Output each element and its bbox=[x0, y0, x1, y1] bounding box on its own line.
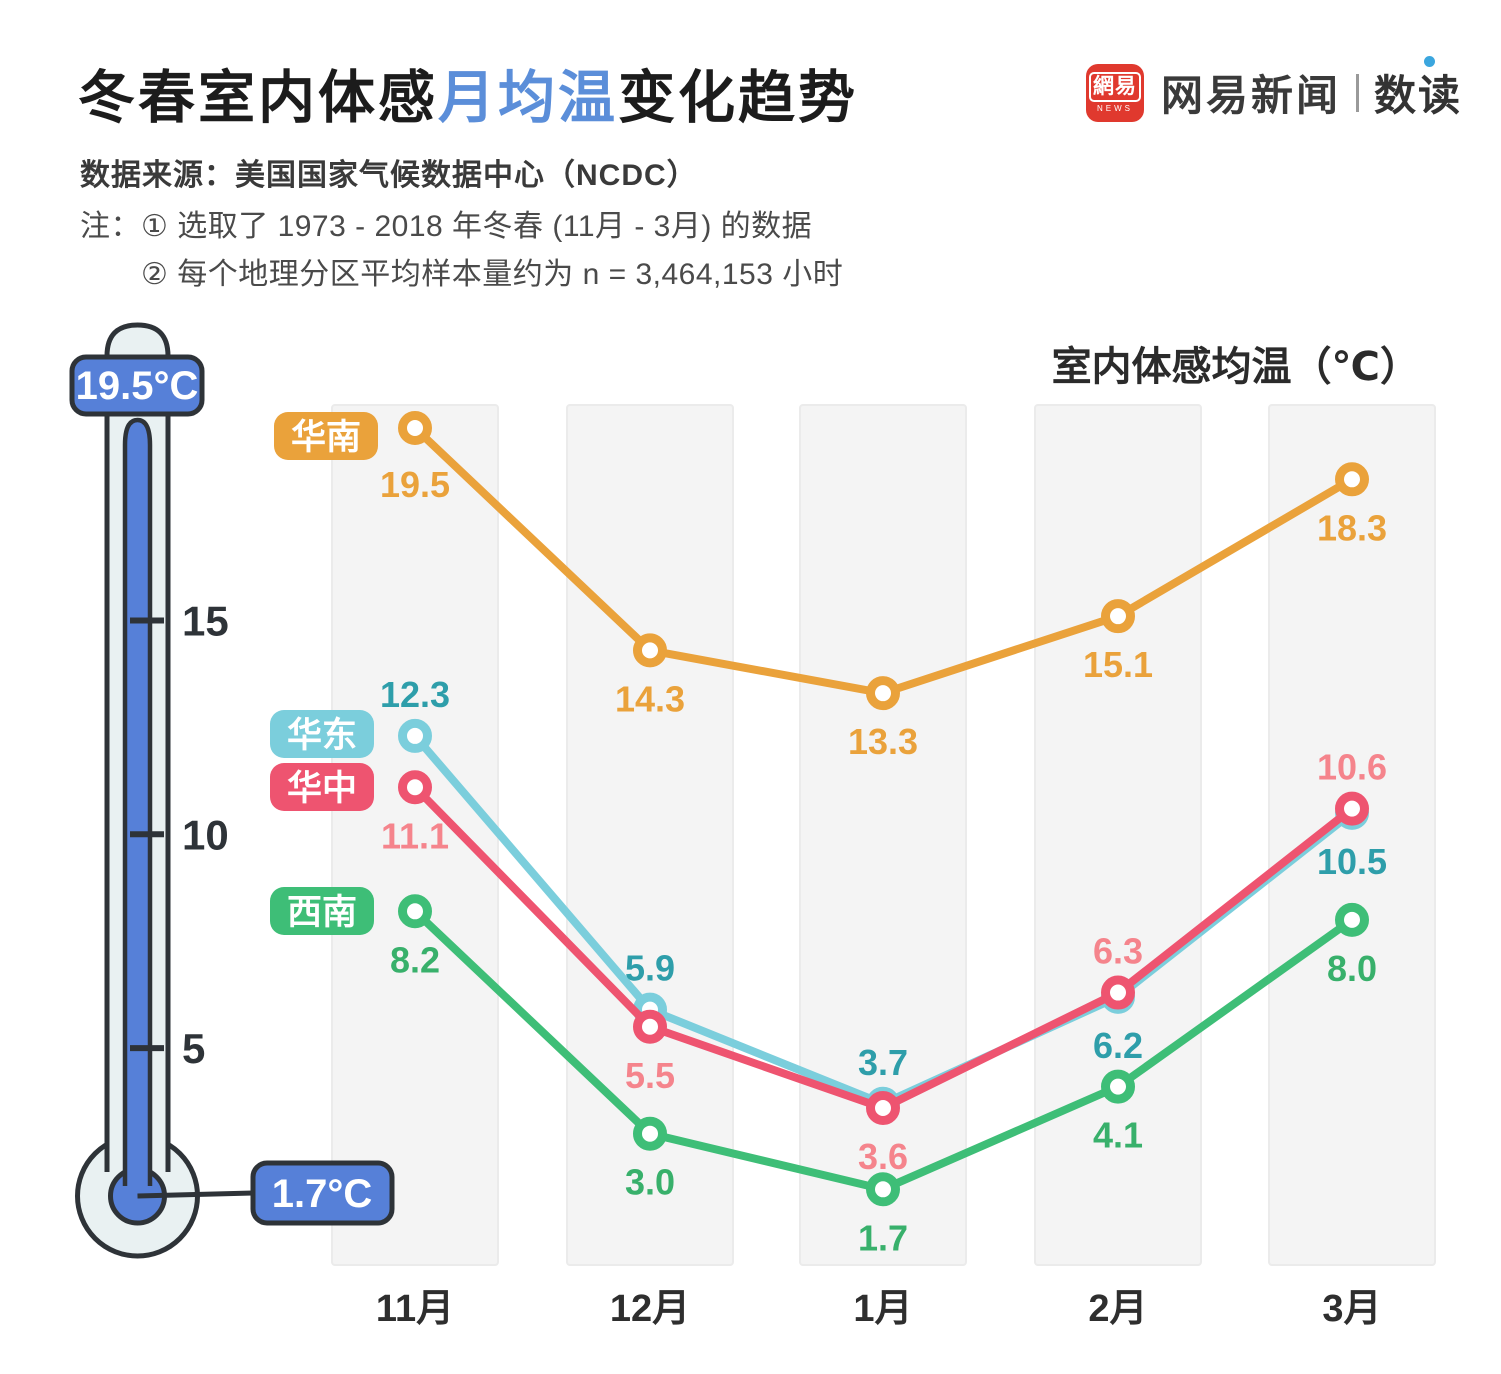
legend-badge bbox=[270, 887, 374, 935]
title-part-1: 冬春室内体感 bbox=[78, 66, 438, 130]
month-band bbox=[566, 404, 734, 1266]
value-label: 1.7 bbox=[858, 1217, 908, 1258]
data-point bbox=[1101, 599, 1135, 634]
data-point bbox=[1335, 462, 1369, 497]
data-point bbox=[398, 410, 432, 445]
value-label: 18.3 bbox=[1317, 507, 1387, 548]
legend-badge-label: 华东 bbox=[287, 716, 357, 755]
note-line-1: ① 选取了 1973 - 2018 年冬春 (11月 - 3月) 的数据 bbox=[141, 210, 813, 243]
month-band bbox=[1268, 404, 1436, 1266]
data-point bbox=[1335, 791, 1369, 826]
data-point bbox=[633, 1009, 667, 1044]
value-label: 8.0 bbox=[1327, 948, 1377, 989]
notes-lines: ① 选取了 1973 - 2018 年冬春 (11月 - 3月) 的数据 ② 每… bbox=[141, 203, 843, 299]
x-axis-label: 3月 bbox=[1322, 1288, 1381, 1330]
data-point bbox=[866, 1091, 900, 1126]
legend-badge-label: 华中 bbox=[287, 769, 357, 808]
page-title: 冬春室内体感月均温变化趋势 bbox=[78, 52, 858, 134]
value-label: 12.3 bbox=[380, 674, 450, 715]
x-axis-label: 12月 bbox=[610, 1288, 690, 1330]
legend-badge-label: 西南 bbox=[287, 893, 357, 932]
thermometer-tick-label: 15 bbox=[182, 597, 229, 644]
month-band bbox=[1034, 404, 1202, 1266]
value-label: 6.3 bbox=[1093, 931, 1143, 972]
legend-badge bbox=[274, 412, 378, 460]
logo-section-text: 数读 bbox=[1374, 72, 1463, 119]
logo-divider bbox=[1356, 73, 1360, 112]
thermometer-mercury-column bbox=[122, 417, 153, 1186]
legend-badge-label: 华南 bbox=[291, 418, 361, 457]
legend-badge bbox=[270, 763, 374, 811]
data-point bbox=[633, 633, 667, 668]
data-point bbox=[1101, 975, 1135, 1010]
x-axis-label: 11月 bbox=[376, 1288, 454, 1330]
value-label: 3.0 bbox=[625, 1162, 675, 1203]
legend-badge bbox=[270, 710, 374, 758]
value-label: 6.2 bbox=[1093, 1025, 1143, 1066]
note-line-2: ② 每个地理分区平均样本量约为 n = 3,464,153 小时 bbox=[141, 258, 844, 291]
chart-canvas: 15 10 5 19.5°C 1.7°C 室内体感均温（℃） 12.3 5.9 3.7 6.2 10… bbox=[69, 322, 1436, 1330]
thermometer-max-label-box bbox=[69, 354, 205, 417]
thermometer-tick-label: 10 bbox=[182, 811, 229, 858]
netease-logo: 網易 NEWS 网易新闻 数读 bbox=[1086, 56, 1463, 123]
value-label: 3.7 bbox=[858, 1042, 908, 1083]
x-axis-label: 1月 bbox=[853, 1288, 912, 1330]
value-label: 5.5 bbox=[625, 1055, 675, 1096]
value-label: 15.1 bbox=[1083, 644, 1153, 685]
notes-prefix: 注： bbox=[80, 210, 141, 243]
month-band bbox=[799, 404, 967, 1266]
value-label: 5.9 bbox=[625, 948, 675, 989]
thermometer-min-callout-line bbox=[137, 1190, 254, 1199]
data-point bbox=[633, 1116, 667, 1151]
thermometer-tick-label: 5 bbox=[182, 1025, 205, 1072]
netease-app-icon: 網易 NEWS bbox=[1086, 63, 1144, 122]
notes-block: 注： ① 选取了 1973 - 2018 年冬春 (11月 - 3月) 的数据 … bbox=[80, 203, 843, 299]
value-label: 10.6 bbox=[1317, 747, 1387, 788]
thermometer-min-label-box bbox=[250, 1160, 395, 1226]
logo-brand-name: 网易新闻 bbox=[1161, 72, 1342, 119]
data-point bbox=[1101, 1069, 1135, 1104]
data-source-line: 数据来源：美国国家气候数据中心（NCDC） bbox=[80, 159, 698, 192]
data-point bbox=[866, 1172, 900, 1207]
title-accent: 月均温 bbox=[438, 66, 618, 130]
value-label: 11.1 bbox=[381, 815, 449, 856]
data-point bbox=[398, 894, 432, 929]
data-point bbox=[866, 676, 900, 711]
value-label: 19.5 bbox=[380, 464, 450, 505]
logo-blue-dot-icon bbox=[1424, 56, 1436, 67]
data-point bbox=[1335, 902, 1369, 937]
value-label: 4.1 bbox=[1093, 1115, 1143, 1156]
thermometer-max-label: 19.5°C bbox=[76, 364, 199, 408]
logo-badge-text: 網易 bbox=[1089, 72, 1141, 102]
value-label: 10.5 bbox=[1317, 841, 1387, 882]
logo-badge-subtext: NEWS bbox=[1097, 104, 1133, 113]
data-point bbox=[398, 718, 432, 753]
title-part-2: 变化趋势 bbox=[618, 66, 858, 130]
chart-title: 室内体感均温（℃） bbox=[1052, 345, 1420, 389]
value-label: 14.3 bbox=[615, 678, 685, 719]
logo-section-name: 数读 bbox=[1374, 56, 1463, 123]
value-label: 3.6 bbox=[858, 1136, 908, 1177]
x-axis-label: 2月 bbox=[1088, 1288, 1147, 1330]
data-point bbox=[398, 770, 432, 805]
thermometer-min-label: 1.7°C bbox=[272, 1172, 373, 1216]
value-label: 13.3 bbox=[848, 721, 918, 762]
value-label: 8.2 bbox=[390, 939, 440, 980]
